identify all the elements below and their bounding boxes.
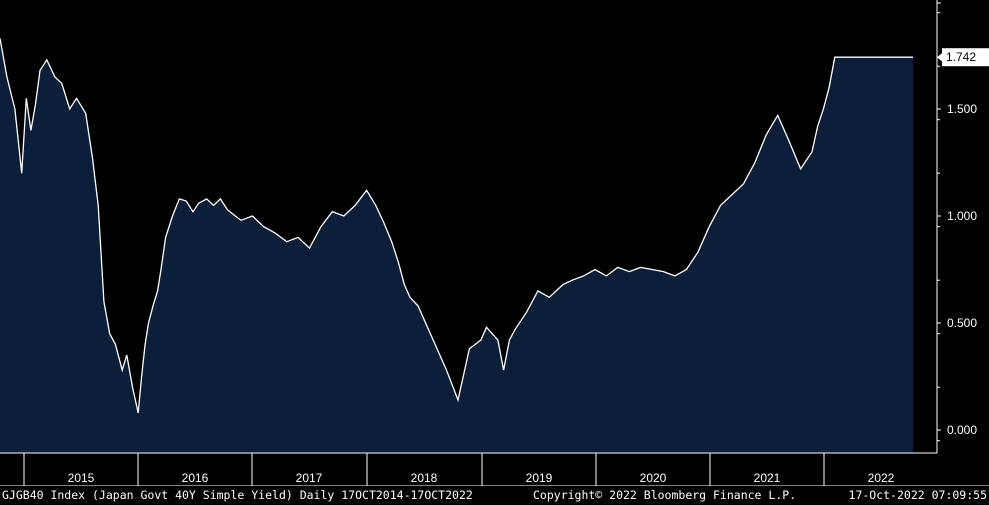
chart-svg: 0.000 0.500 1.000 1.500 1.742 2015 2016 2017 201…: [0, 0, 989, 486]
axes: 0.000 0.500 1.000 1.500 1.742 2015 2016 2017 201…: [0, 0, 989, 486]
footer-bar: GJGB40 Index (Japan Govt 40Y Simple Yiel…: [0, 486, 989, 505]
x-tick-label: 2019: [526, 471, 553, 485]
x-tick-label: 2017: [296, 471, 323, 485]
series-line: [0, 38, 913, 414]
footer-index-description: GJGB40 Index (Japan Govt 40Y Simple Yiel…: [2, 488, 473, 502]
plot-area: [0, 38, 913, 454]
y-tick-label: 1.000: [947, 209, 977, 223]
y-tick-label: 1.500: [947, 102, 977, 116]
y-tick-label: 0.000: [947, 423, 977, 437]
x-tick-label: 2016: [182, 471, 209, 485]
x-tick-label: 2020: [640, 471, 667, 485]
x-tick-label: 2022: [868, 471, 895, 485]
last-value-box: [942, 48, 989, 67]
y-tick-label: 0.500: [947, 316, 977, 330]
series-area: [0, 38, 913, 454]
x-tick-label: 2015: [68, 471, 95, 485]
x-tick-label: 2021: [754, 471, 781, 485]
x-tick-label: 2018: [411, 471, 438, 485]
last-value-pointer: [937, 52, 943, 63]
last-value-label: 1.742: [946, 50, 976, 64]
footer-timestamp: 17-Oct-2022 07:09:55: [848, 488, 987, 502]
footer-copyright: Copyright© 2022 Bloomberg Finance L.P.: [533, 488, 797, 502]
